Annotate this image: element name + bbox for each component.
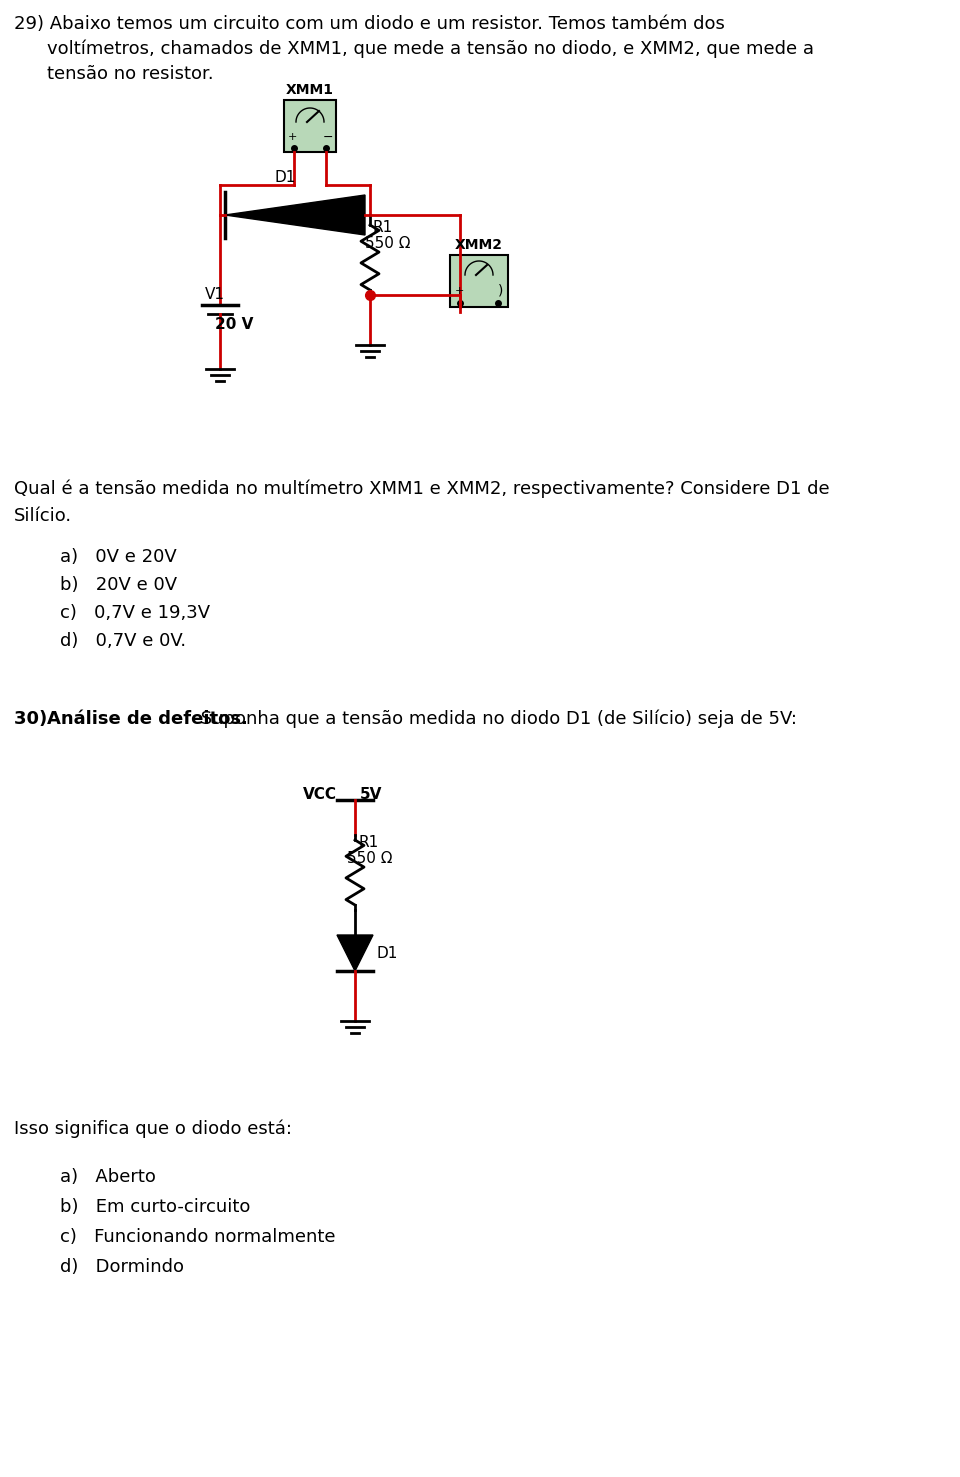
- Text: +: +: [454, 287, 464, 295]
- Text: D1: D1: [275, 170, 296, 185]
- Text: 20 V: 20 V: [215, 318, 253, 332]
- Text: 30): 30): [14, 710, 54, 728]
- Text: −: −: [323, 130, 333, 143]
- Text: Análise de defeitos.: Análise de defeitos.: [47, 710, 248, 728]
- Text: +: +: [287, 131, 297, 142]
- Text: R1: R1: [358, 835, 378, 849]
- Text: 29) Abaixo temos um circuito com um diodo e um resistor. Temos também dos: 29) Abaixo temos um circuito com um diod…: [14, 15, 725, 32]
- Text: voltímetros, chamados de XMM1, que mede a tensão no diodo, e XMM2, que mede a: voltímetros, chamados de XMM1, que mede …: [47, 40, 814, 59]
- Text: d)   Dormindo: d) Dormindo: [60, 1258, 184, 1276]
- Text: Isso significa que o diodo está:: Isso significa que o diodo está:: [14, 1120, 292, 1139]
- Text: 550 Ω: 550 Ω: [347, 851, 393, 866]
- Text: 5V: 5V: [360, 787, 382, 802]
- Polygon shape: [337, 935, 373, 970]
- Text: VCC: VCC: [303, 787, 337, 802]
- Text: D1: D1: [377, 945, 398, 960]
- Text: b)   Em curto-circuito: b) Em curto-circuito: [60, 1198, 251, 1216]
- Text: ): ): [498, 284, 504, 298]
- Text: a)   Aberto: a) Aberto: [60, 1168, 156, 1186]
- Text: XMM2: XMM2: [455, 238, 503, 253]
- Text: Silício.: Silício.: [14, 507, 72, 524]
- Text: a)   0V e 20V: a) 0V e 20V: [60, 548, 177, 566]
- Bar: [284, 100, 336, 152]
- Text: d)   0,7V e 0V.: d) 0,7V e 0V.: [60, 632, 186, 650]
- Text: Qual é a tensão medida no multímetro XMM1 e XMM2, respectivamente? Considere D1 : Qual é a tensão medida no multímetro XMM…: [14, 480, 829, 499]
- Text: R1: R1: [373, 220, 394, 235]
- Text: b)   20V e 0V: b) 20V e 0V: [60, 576, 178, 594]
- Text: 550 Ω: 550 Ω: [365, 236, 411, 251]
- Text: V1: V1: [205, 287, 225, 301]
- Text: tensão no resistor.: tensão no resistor.: [47, 65, 214, 83]
- Polygon shape: [225, 195, 365, 235]
- Text: Suponha que a tensão medida no diodo D1 (de Silício) seja de 5V:: Suponha que a tensão medida no diodo D1 …: [195, 710, 797, 728]
- Text: XMM1: XMM1: [286, 83, 334, 97]
- Bar: [450, 256, 508, 307]
- Text: c)   Funcionando normalmente: c) Funcionando normalmente: [60, 1227, 335, 1247]
- Text: c)   0,7V e 19,3V: c) 0,7V e 19,3V: [60, 604, 210, 622]
